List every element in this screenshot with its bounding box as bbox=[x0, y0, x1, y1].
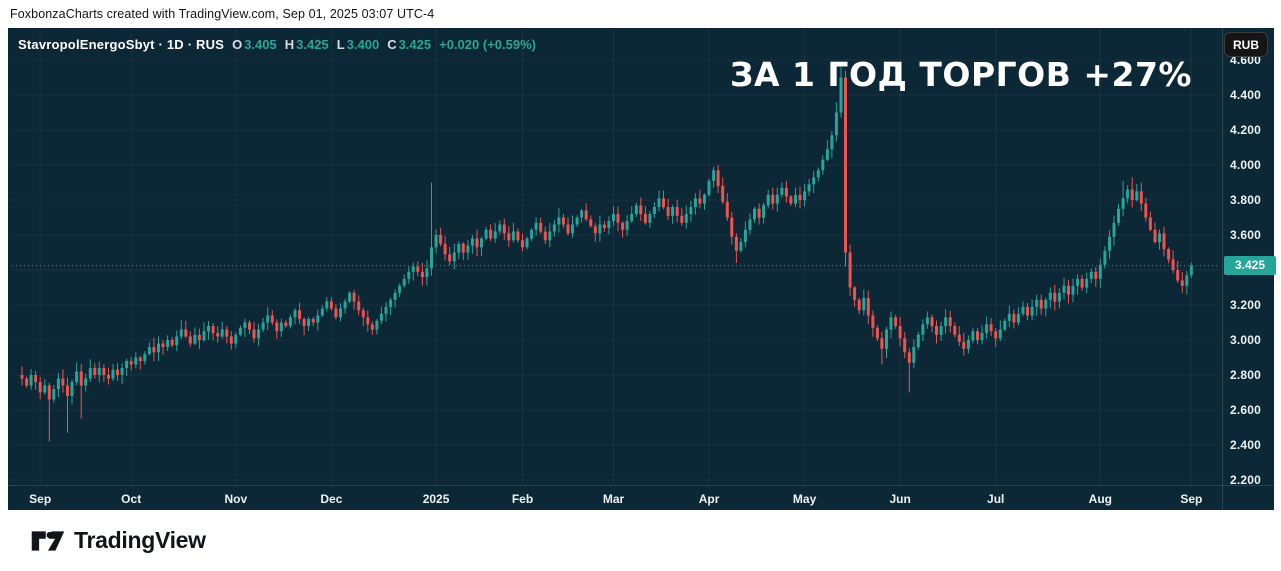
tradingview-brand[interactable]: TradingView bbox=[31, 527, 206, 554]
time-axis-separator bbox=[8, 485, 1274, 486]
symbol-title: StavropolEnergoSbyt · 1D · RUS bbox=[18, 37, 225, 52]
time-tick-label: Feb bbox=[511, 492, 534, 506]
price-axis-separator bbox=[1222, 28, 1223, 510]
ohlc-high: H 3.425 bbox=[284, 37, 329, 52]
price-tick-label: 4.400 bbox=[1230, 88, 1262, 102]
time-tick-label: Aug bbox=[1088, 492, 1113, 506]
time-tick-label: Nov bbox=[224, 492, 248, 506]
time-tick-label: Jun bbox=[889, 492, 911, 506]
currency-button[interactable]: RUB bbox=[1224, 32, 1268, 57]
time-tick-label: Mar bbox=[602, 492, 625, 506]
attribution-bar: FoxbonzaCharts created with TradingView.… bbox=[0, 0, 1281, 28]
tradingview-logo-icon bbox=[31, 530, 65, 551]
price-tick-label: 3.000 bbox=[1230, 333, 1262, 347]
ohlc-open: O 3.405 bbox=[232, 37, 277, 52]
time-tick-label: Oct bbox=[121, 492, 142, 506]
price-tick-label: 3.800 bbox=[1230, 193, 1262, 207]
time-tick-label: Sep bbox=[1180, 492, 1203, 506]
price-tick-label: 3.200 bbox=[1230, 298, 1262, 312]
price-tick-label: 2.400 bbox=[1230, 438, 1262, 452]
last-price-tag: 3.425 bbox=[1224, 256, 1276, 276]
price-tick-label: 4.200 bbox=[1230, 123, 1262, 137]
time-tick-label: Jul bbox=[987, 492, 1005, 506]
price-tick-label: 2.600 bbox=[1230, 403, 1262, 417]
annotation-title: ЗА 1 ГОД ТОРГОВ +27% bbox=[730, 55, 1192, 94]
attribution-text: FoxbonzaCharts created with TradingView.… bbox=[10, 7, 435, 21]
candlestick-plot[interactable] bbox=[12, 28, 1218, 485]
price-tick-label: 3.600 bbox=[1230, 228, 1262, 242]
time-tick-label: Sep bbox=[29, 492, 52, 506]
footer-bar: TradingView bbox=[0, 510, 1281, 571]
price-change: +0.020 (+0.59%) bbox=[439, 37, 536, 52]
time-tick-label: Apr bbox=[698, 492, 720, 506]
time-tick-label: May bbox=[792, 492, 817, 506]
ohlc-close: C 3.425 bbox=[387, 37, 432, 52]
ohlc-low: L 3.400 bbox=[336, 37, 380, 52]
price-tick-label: 4.000 bbox=[1230, 158, 1262, 172]
time-tick-label: 2025 bbox=[422, 492, 450, 506]
price-tick-label: 2.800 bbox=[1230, 368, 1262, 382]
tradingview-wordmark: TradingView bbox=[74, 527, 206, 553]
time-tick-label: Dec bbox=[320, 492, 343, 506]
price-tick-label: 2.200 bbox=[1230, 473, 1262, 487]
